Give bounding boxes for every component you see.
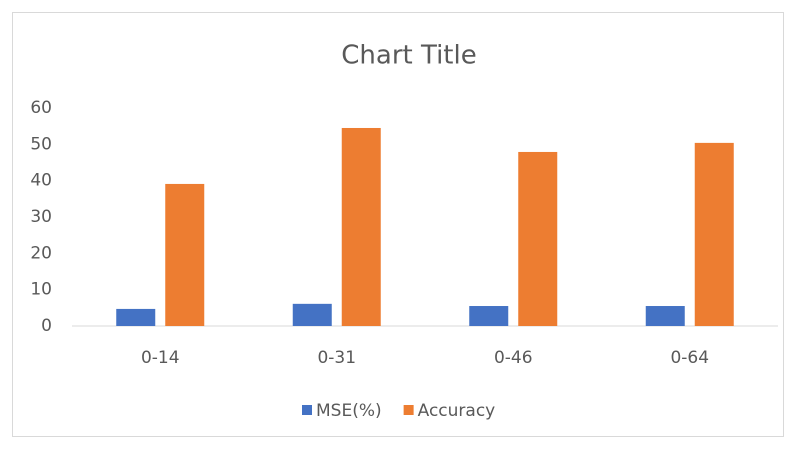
x-tick-label: 0-46 [494, 348, 533, 368]
legend-swatch [403, 405, 414, 415]
chart-title: Chart Title [341, 41, 476, 71]
bar [341, 127, 381, 326]
y-tick-label: 20 [30, 243, 52, 263]
bar [518, 151, 558, 326]
y-tick-label: 30 [30, 207, 52, 227]
x-tick-label: 0-14 [141, 348, 180, 368]
y-tick-label: 0 [41, 316, 52, 336]
x-tick-label: 0-64 [670, 348, 709, 368]
bar [165, 183, 205, 326]
legend-label: Accuracy [418, 401, 496, 421]
bar [694, 142, 734, 326]
x-tick-label: 0-31 [317, 348, 356, 368]
chart-frame [12, 12, 784, 437]
bar [116, 308, 156, 326]
bar [469, 306, 509, 326]
legend-label: MSE(%) [316, 401, 382, 421]
y-tick-label: 40 [30, 171, 52, 191]
bar [645, 306, 685, 326]
bar [292, 303, 332, 326]
y-tick-label: 60 [30, 98, 52, 118]
y-tick-label: 10 [30, 280, 52, 300]
legend-swatch [302, 405, 312, 415]
y-tick-label: 50 [30, 134, 52, 154]
